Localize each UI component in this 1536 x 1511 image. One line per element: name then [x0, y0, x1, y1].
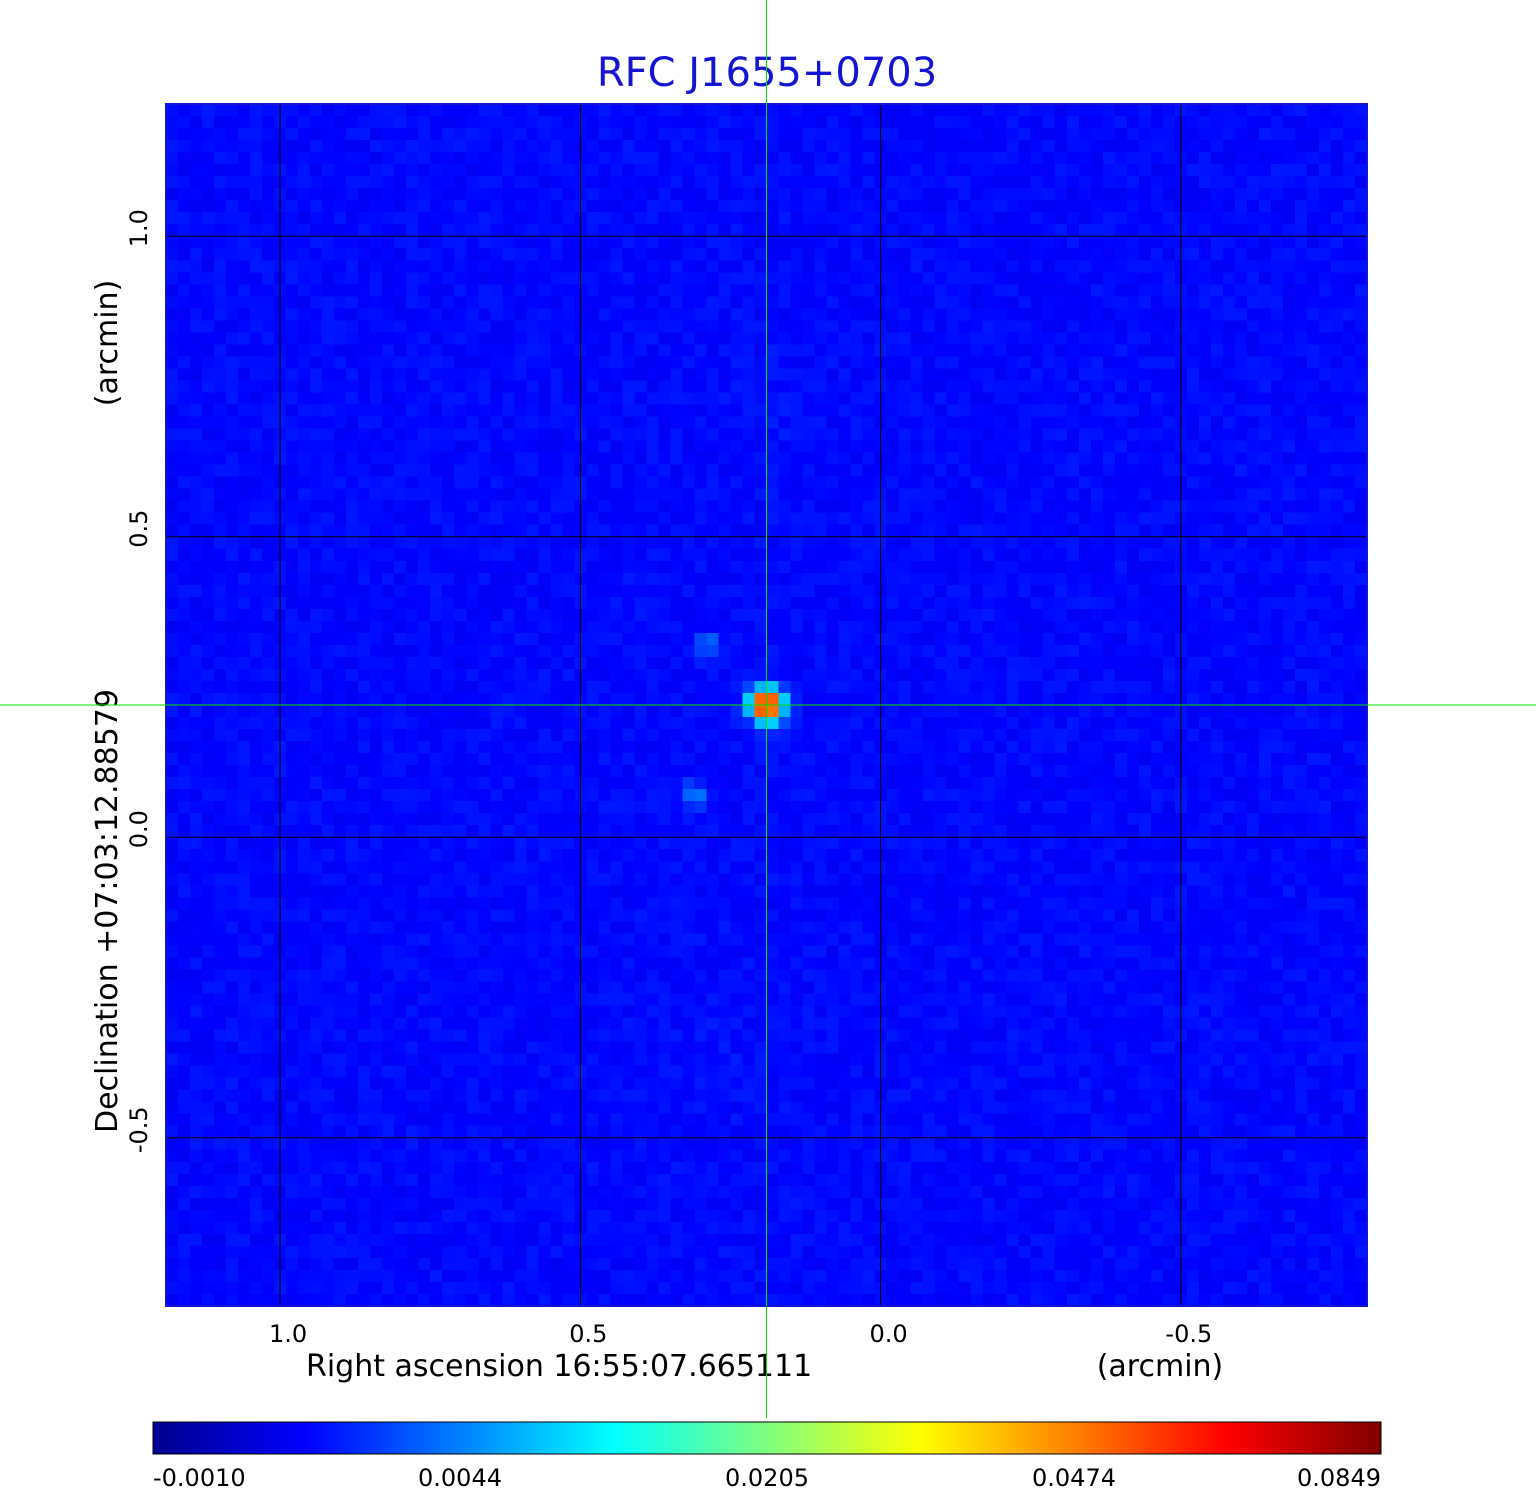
colorbar-tick-label: -0.0010: [153, 1464, 246, 1492]
colorbar-tick-label: 0.0044: [418, 1464, 502, 1492]
colorbar-tick-label: 0.0849: [1297, 1464, 1381, 1492]
x-axis-label: Right ascension 16:55:07.665111: [306, 1349, 812, 1384]
crosshair: [0, 0, 1536, 1418]
y-axis-label: Declination +07:03:12.88579: [90, 689, 125, 1133]
x-tick-label: 0.0: [870, 1320, 908, 1348]
colorbar-tick-label: 0.0205: [725, 1464, 809, 1492]
y-axis-unit: (arcmin): [90, 280, 125, 407]
colorbar-tick-labels: -0.0010 0.0044 0.0205 0.0474 0.0849: [153, 1464, 1381, 1492]
colorbar: [152, 1421, 1382, 1455]
y-tick-label: 0.0: [125, 810, 153, 848]
x-axis-unit: (arcmin): [1097, 1349, 1224, 1384]
y-tick-label: 1.0: [125, 209, 153, 247]
y-tick-label: 0.5: [125, 510, 153, 548]
y-tick-labels: 1.0 0.5 0.0 -0.5: [125, 209, 153, 1153]
x-tick-labels: 1.0 0.5 0.0 -0.5: [269, 1320, 1212, 1348]
x-tick-label: 1.0: [269, 1320, 307, 1348]
x-tick-label: -0.5: [1165, 1320, 1212, 1348]
y-tick-label: -0.5: [125, 1106, 153, 1153]
x-tick-label: 0.5: [569, 1320, 607, 1348]
colorbar-tick-label: 0.0474: [1032, 1464, 1116, 1492]
